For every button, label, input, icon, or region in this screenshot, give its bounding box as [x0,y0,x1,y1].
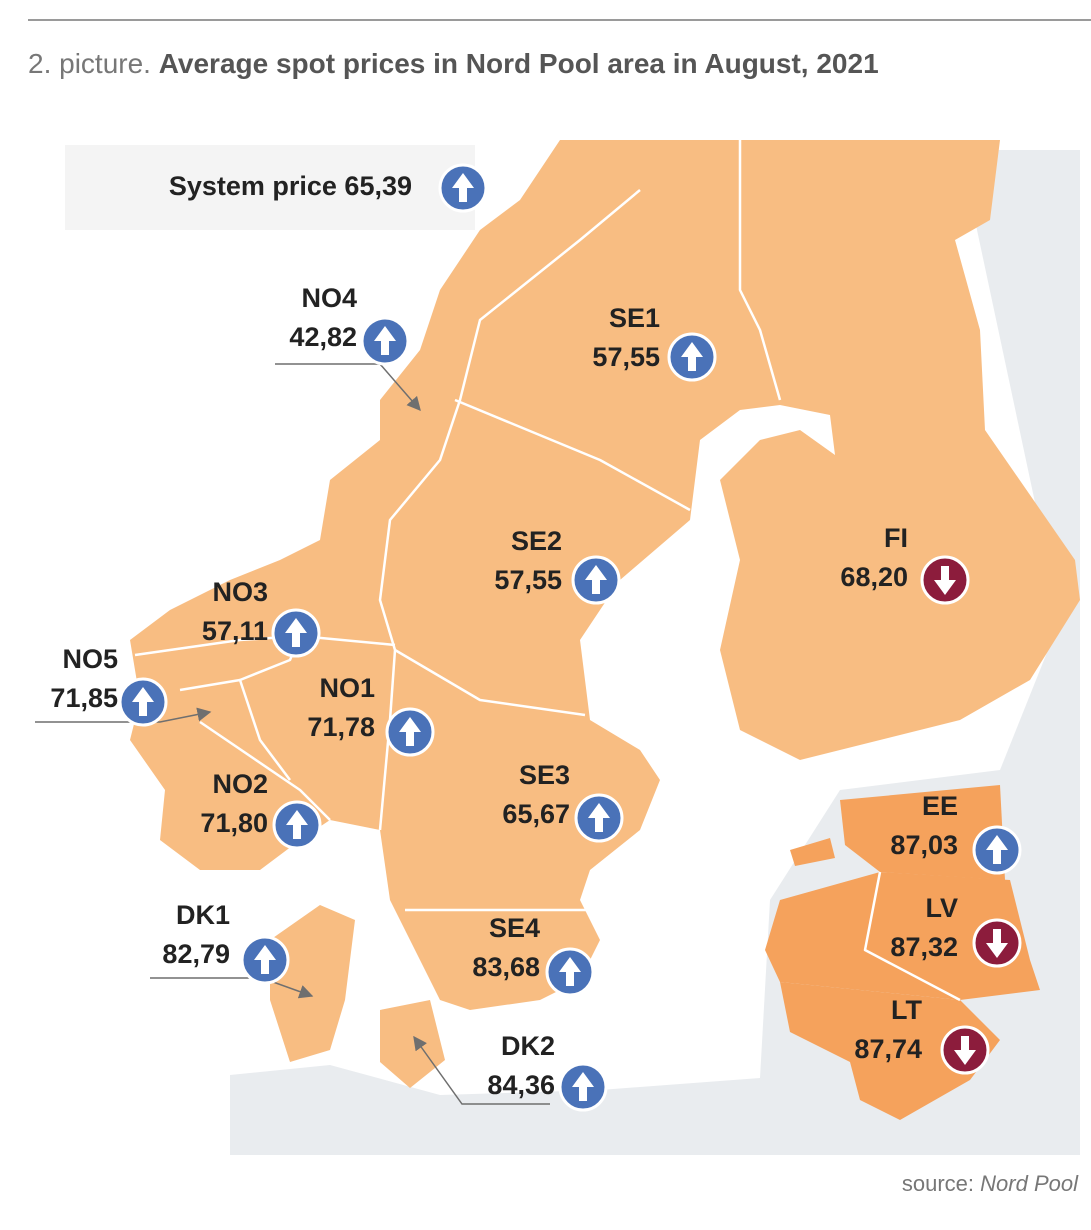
area-name: NO1 [319,673,375,703]
icon-arrow [986,835,1008,864]
map [130,140,1080,1155]
area-price: 83,68 [472,952,540,982]
area-name: SE2 [511,526,562,556]
area-name: EE [922,791,958,821]
area-price: 71,85 [50,683,118,713]
area-price: 82,79 [162,939,230,969]
icon-arrow [934,566,956,595]
system-price-label: System price [169,171,337,201]
area-name: NO2 [212,769,268,799]
area-price: 42,82 [289,322,357,352]
icon-arrow [585,565,607,594]
heading: 2. picture. Average spot prices in Nord … [28,48,879,79]
system-price-box [65,145,475,230]
up-icon [438,163,488,213]
icon-arrow [986,929,1008,958]
area-price: 71,78 [307,712,375,742]
icon-arrow [399,717,421,746]
area-name: LV [926,893,959,923]
area-price: 87,74 [854,1034,922,1064]
lithuania [780,982,1000,1120]
area-price: 71,80 [200,808,268,838]
area-name: DK2 [501,1031,555,1061]
up-icon [360,316,410,366]
latvia [765,872,1040,1000]
area-price: 57,11 [202,616,268,646]
border [454,398,691,512]
border [378,189,641,831]
area-name: NO5 [62,644,118,674]
up-icon [667,332,717,382]
heading-prefix: 2. picture. [28,48,151,79]
down-icon [940,1025,990,1075]
icon-arrow [374,326,396,355]
up-icon [271,608,321,658]
area-price: 65,67 [502,799,570,829]
zealand [380,1000,445,1088]
icon-arrow [588,803,610,832]
icon-arrow [559,957,581,986]
icon-arrow [132,687,154,716]
pointer [413,1035,550,1105]
area-name: SE1 [609,303,660,333]
icon-arrow [681,342,703,371]
source-prefix: source: [902,1171,974,1196]
up-icon [972,825,1022,875]
system-price-value: 65,39 [344,171,412,201]
up-icon [272,800,322,850]
area-price: 87,32 [890,932,958,962]
area-price: 57,55 [592,342,660,372]
up-icon [240,935,290,985]
pointer [35,707,212,723]
up-icon [571,555,621,605]
up-icon [574,793,624,843]
area-name: NO3 [212,577,268,607]
up-icon [118,677,168,727]
icon-arrow [286,810,308,839]
area-name: DK1 [176,900,230,930]
border [738,140,782,401]
area-name: NO4 [301,283,357,313]
icon-arrow [254,945,276,974]
border [394,648,586,717]
border [179,678,291,781]
up-icon [385,707,435,757]
area-price: 87,03 [890,830,958,860]
area-price: 84,36 [487,1070,555,1100]
up-icon [545,947,595,997]
down-icon [972,918,1022,968]
border [199,720,331,821]
source-name: Nord Pool [980,1171,1079,1196]
estonia-island [790,838,835,866]
area-price: 57,55 [494,565,562,595]
area-name: FI [884,523,908,553]
jutland [270,905,355,1062]
icon-arrow [572,1072,594,1101]
system-price: System price 65,39 [169,171,412,201]
down-icon [920,555,970,605]
area-price: 68,20 [840,562,908,592]
icon-arrow [452,173,474,202]
icon-arrow [954,1036,976,1065]
up-icon [558,1062,608,1112]
area-name: SE3 [519,760,570,790]
area-name: SE4 [489,913,540,943]
heading-title: Average spot prices in Nord Pool area in… [159,48,879,79]
icon-arrow [285,618,307,647]
source: source: Nord Pool [902,1171,1079,1196]
estonia [840,785,1005,880]
border [134,634,396,657]
border [863,871,961,1002]
area-name: LT [891,995,922,1025]
